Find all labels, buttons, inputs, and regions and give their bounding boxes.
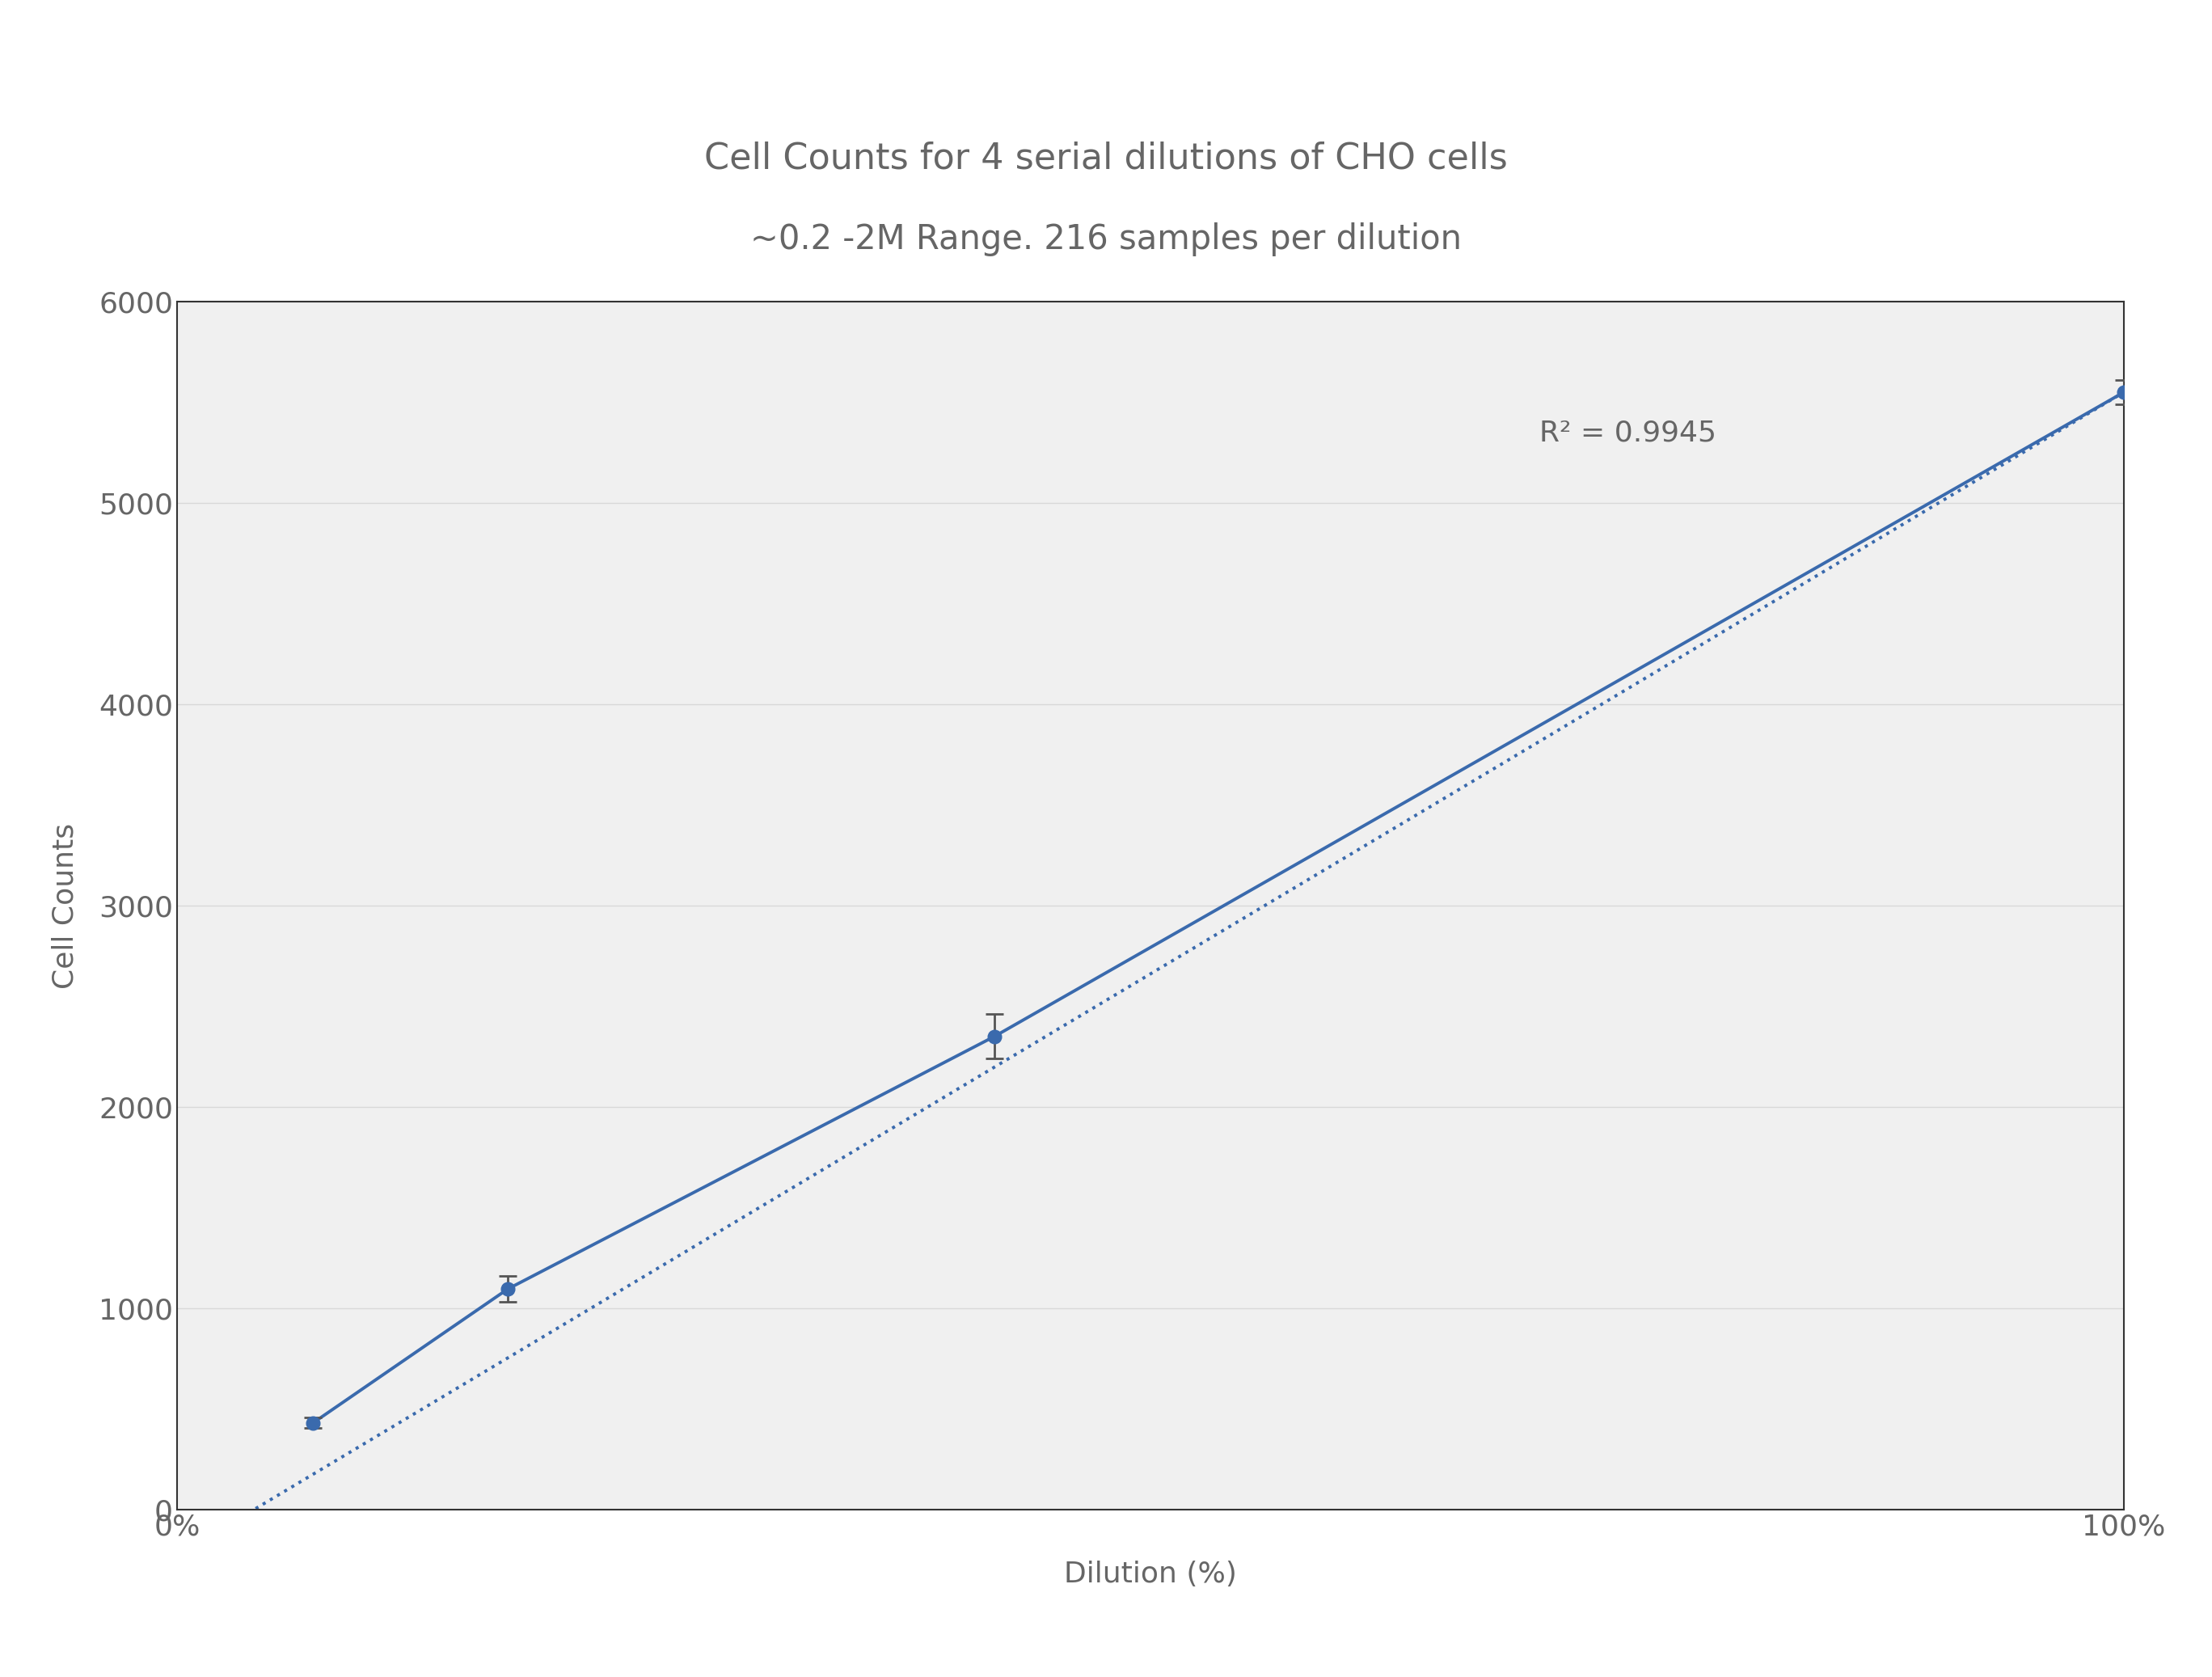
Text: Cell Counts for 4 serial dilutions of CHO cells: Cell Counts for 4 serial dilutions of CH…	[703, 141, 1509, 176]
Text: R² = 0.9945: R² = 0.9945	[1540, 419, 1717, 446]
X-axis label: Dilution (%): Dilution (%)	[1064, 1561, 1237, 1588]
Text: ~0.2 -2M Range. 216 samples per dilution: ~0.2 -2M Range. 216 samples per dilution	[750, 223, 1462, 257]
Y-axis label: Cell Counts: Cell Counts	[51, 823, 77, 988]
